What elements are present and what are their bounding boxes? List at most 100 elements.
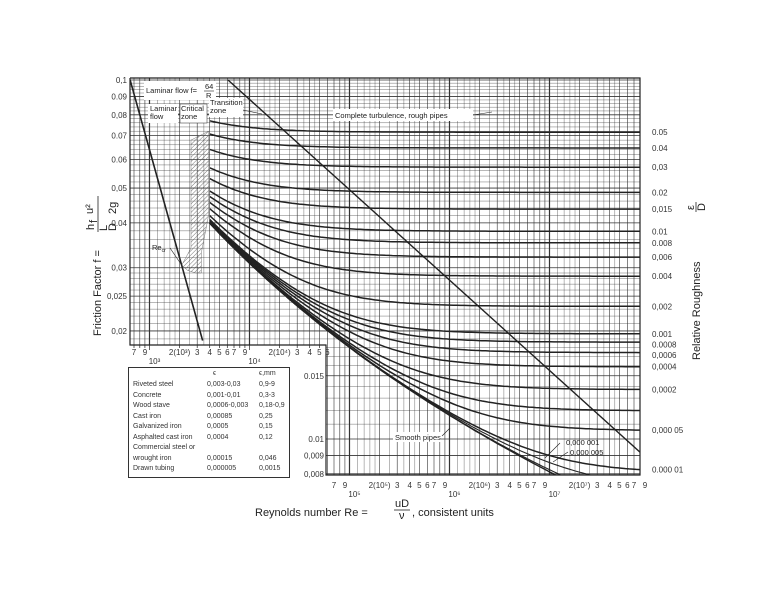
roughness-label: 0.02 [652,188,668,197]
laminar-formula-num: 64 [205,82,213,91]
roughness-curve-0.008 [209,195,640,244]
x-tick-label: 6 [525,481,530,490]
material-cell: wrought iron [133,454,172,462]
roughness-curve-0.05 [209,120,640,133]
header-epsilon-mm: ϵ,mm [259,370,276,377]
fine-roughness-label-2: 0,000 005 [570,448,603,457]
laminar-flow-line [130,79,204,341]
svg-text:L: L [98,225,110,231]
plot-border [129,77,641,476]
x-tick-label: 9 [643,481,648,490]
roughness-label: 0.008 [652,239,673,248]
annotation-leader [544,442,561,459]
smooth-pipes-curve [209,222,640,475]
epsilon-cell: 0,0006-0,003 [207,402,249,409]
y-tick-label: 0,03 [111,264,127,273]
epsilon-mm-cell: 0,046 [259,454,277,462]
roughness-curve-0.01 [209,190,640,233]
roughness-curve-0.0004 [209,221,640,368]
transition-zone-label: Transition zone [210,98,245,115]
x-tick-label: 7 [232,348,237,357]
roughness-curve-0.001 [209,218,640,335]
curves [130,79,640,475]
x-tick-label: 10⁶ [448,490,460,499]
y-tick-label: 0,08 [111,111,127,120]
epsilon-cell: 0,0005 [207,423,229,430]
roughness-label: 0.0008 [652,340,677,349]
x-tick-label: 2(10³) [169,348,191,357]
material-cell: Drawn tubing [133,465,175,472]
material-cell: Galvanized iron [133,423,182,430]
x-tick-label: 5 [617,481,622,490]
epsilon-cell: 0,003-0,03 [207,381,241,388]
y-axis-title: Friction Factor f = h f L D u² 2g [84,196,119,336]
annotations [169,109,569,463]
x-tick-label: 6 [425,481,430,490]
x-tick-label: 9 [443,481,448,490]
table-row: wrought iron 0,00015 0,046 [133,455,289,464]
annotation-leader [552,451,569,463]
roughness-curve-0.006 [209,201,640,258]
x-tick-label: 7 [332,481,337,490]
epsilon-mm-cell: 0,9-9 [259,381,275,388]
laminar-formula-den: R [206,91,212,100]
roughness-label: 0.004 [652,272,673,281]
y-tick-label: 0,1 [116,76,128,85]
x-tick-label: 4 [307,348,312,357]
roughness-label: 0,0002 [652,385,677,394]
roughness-label: 0,002 [652,302,673,311]
roughness-label: 0.001 [652,330,673,339]
svg-text:Reynolds number Re =: Reynolds number Re = [255,507,368,519]
epsilon-cell: 0,000005 [207,465,237,472]
roughness-label: 0,0004 [652,363,677,372]
y-tick-label: 0,02 [111,327,127,336]
svg-text:h: h [85,224,97,230]
x-axis-title: Reynolds number Re = uD ν , consistent u… [255,498,494,522]
x-tick-label: 5 [217,348,222,357]
table-row: Drawn tubing 0,000005 0,0015 [133,465,289,474]
annotation-leader [472,111,493,116]
critical-zone-hatch [181,130,209,274]
svg-text:ε: ε [685,205,697,210]
svg-text:2g: 2g [107,202,119,214]
material-cell: Wood stave [133,402,170,409]
epsilon-cell: 0,001-0,01 [207,391,241,399]
plot-frame [129,77,641,476]
laminar-formula-box [144,81,216,100]
x-tick-label: 4 [207,348,212,357]
roughness-label: 0.000 01 [652,466,684,475]
y-tick-label: 0.04 [111,219,127,228]
zones [181,130,209,274]
laminar-flow-label: Laminar flow [150,104,179,121]
annotation-leader [441,427,451,437]
epsilon-mm-cell: 0,0015 [259,465,281,472]
svg-text:D: D [696,203,708,211]
epsilon-cell: 0,00015 [207,454,233,462]
x-tick-label: 3 [495,481,500,490]
roughness-curve-0.002 [209,215,640,308]
epsilon-mm-cell: 0,18-0,9 [259,402,285,409]
x-tick-label: 4 [607,481,612,490]
x-tick-label: 10⁵ [348,490,360,499]
roughness-label: 0,015 [652,205,673,214]
roughness-label: 0,03 [652,163,668,172]
x-tick-label: 7 [132,348,137,357]
x-tick-label: 9 [543,481,548,490]
table-row: Asphalted cast iron 0,0004 0,12 [133,434,289,443]
y-tick-label: 0.07 [111,132,127,141]
roughness-label: 0.05 [652,128,668,137]
x-tick-label: 7 [532,481,537,490]
svg-text:Relative Roughness: Relative Roughness [691,261,703,360]
complete-turbulence-label: Complete turbulence, rough pipes [335,111,448,120]
y-tick-label: 0,05 [111,184,127,193]
y-tick-label: 0.06 [111,156,127,165]
x-tick-label: 7 [632,481,637,490]
roughness-curve-0.004 [209,208,640,277]
svg-text:ν: ν [399,510,405,522]
table-row: Riveted steel 0,003-0,03 0,9-9 [133,381,289,390]
y-tick-label: 0.09 [111,92,127,101]
x-tick-label: 6 [325,348,330,357]
header-epsilon: ϵ [213,370,217,377]
x-tick-label: 5 [417,481,422,490]
table-row: Commercial steel or [133,444,289,453]
